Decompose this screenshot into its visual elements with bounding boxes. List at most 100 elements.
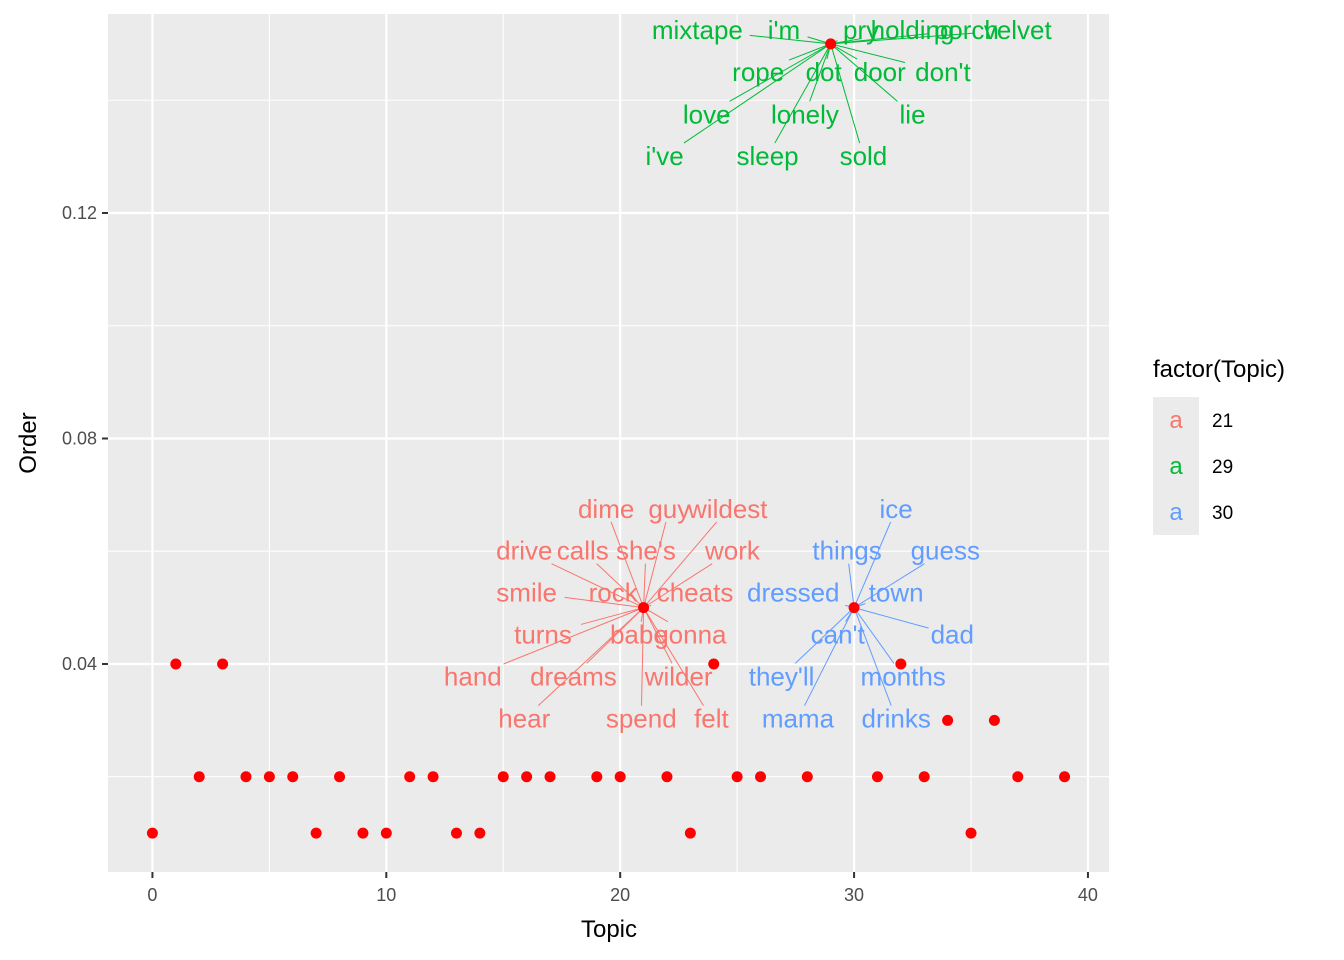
word-label-21: dime	[578, 494, 634, 524]
legend-label-30: 30	[1212, 503, 1233, 524]
data-point	[1012, 771, 1024, 783]
y-axis-ticks: 0.04 0.08 0.12	[62, 203, 108, 674]
word-label-21: hear	[498, 704, 550, 734]
major-gridlines	[108, 14, 1109, 872]
data-point	[708, 658, 720, 670]
x-tick-label: 20	[610, 885, 630, 905]
y-tick-label: 0.12	[62, 203, 97, 223]
legend: factor(Topic) a a a 21 29 30	[1153, 356, 1285, 535]
data-point	[334, 771, 346, 783]
word-label-30: things	[812, 536, 881, 566]
leader-line-21	[643, 563, 646, 608]
x-tick-label: 30	[844, 885, 864, 905]
data-point	[942, 714, 954, 726]
leader-line-21	[641, 607, 645, 706]
leader-line-30	[853, 607, 895, 664]
word-label-21: wildest	[687, 494, 768, 524]
leader-line-21	[643, 563, 713, 609]
leader-line-21	[564, 596, 644, 609]
leader-line-21	[643, 521, 667, 608]
leader-line-29	[729, 43, 831, 102]
x-tick-label: 40	[1078, 885, 1098, 905]
data-point	[614, 771, 626, 783]
word-label-30: ice	[880, 494, 913, 524]
word-label-21: cheats	[657, 577, 734, 607]
leader-line-30	[853, 563, 925, 609]
data-point	[240, 771, 252, 783]
leader-line-29	[788, 43, 831, 61]
word-label-29: porch	[934, 15, 999, 45]
data-point	[544, 771, 556, 783]
leader-line-21	[596, 563, 644, 608]
data-point	[731, 771, 743, 783]
word-label-29: holding	[871, 15, 955, 45]
legend-key-glyph-21: a	[1169, 407, 1183, 434]
legend-key-glyph-30: a	[1169, 499, 1183, 526]
data-point	[1059, 771, 1071, 783]
word-label-29: i've	[646, 141, 684, 171]
data-point	[263, 771, 275, 783]
data-point	[591, 771, 603, 783]
word-label-21: hand	[444, 661, 502, 691]
leader-line-21	[643, 607, 673, 664]
word-label-29: lie	[900, 99, 926, 129]
leader-line-29	[774, 43, 832, 144]
leader-line-29	[809, 43, 832, 102]
word-label-21: smile	[496, 577, 557, 607]
word-label-29: rope	[732, 57, 784, 87]
word-label-29: mixtape	[652, 15, 743, 45]
leader-line-30	[848, 563, 855, 608]
legend-key-bg-30	[1153, 489, 1199, 535]
word-label-30: guess	[911, 536, 980, 566]
word-label-30: town	[869, 577, 924, 607]
x-axis-title: Topic	[581, 916, 637, 943]
word-label-21: drive	[496, 536, 552, 566]
data-point	[918, 771, 930, 783]
data-point	[427, 771, 439, 783]
data-point	[170, 658, 182, 670]
data-point	[380, 827, 392, 839]
word-label-30: they'll	[749, 661, 815, 691]
word-label-21: felt	[694, 704, 729, 734]
legend-key-bg-29	[1153, 443, 1199, 489]
legend-key-glyph-29: a	[1169, 453, 1183, 480]
legend-title: factor(Topic)	[1153, 356, 1285, 383]
word-label-21: work	[704, 536, 761, 566]
word-label-29: pry	[843, 15, 879, 45]
x-tick-label: 10	[376, 885, 396, 905]
data-point	[661, 771, 673, 783]
leader-line-21	[643, 521, 718, 608]
leader-line-30	[794, 607, 855, 664]
leader-line-21	[643, 607, 704, 706]
word-label-21: spend	[606, 704, 677, 734]
word-label-30: dad	[931, 620, 974, 650]
data-point	[146, 827, 158, 839]
word-label-29: lonely	[771, 99, 839, 129]
leader-line-21	[503, 607, 644, 665]
word-label-30: mama	[762, 704, 835, 734]
word-label-30: dressed	[747, 577, 840, 607]
word-label-21: guy	[648, 494, 690, 524]
leader-line-21	[551, 563, 644, 609]
data-point	[848, 602, 860, 614]
leader-line-30	[804, 607, 855, 706]
leader-line-21	[580, 607, 644, 625]
word-label-21: turns	[514, 620, 572, 650]
plot-panel	[108, 14, 1109, 872]
data-point	[521, 771, 533, 783]
data-point	[755, 771, 767, 783]
data-point	[801, 771, 813, 783]
data-point	[474, 827, 486, 839]
word-label-29: i'm	[768, 15, 800, 45]
leader-line-29	[683, 43, 831, 144]
word-label-21: wilder	[644, 661, 713, 691]
legend-label-29: 29	[1212, 457, 1233, 478]
data-point	[217, 658, 229, 670]
word-label-21: calls	[557, 536, 609, 566]
leader-line-29	[830, 43, 898, 102]
data-point	[404, 771, 416, 783]
data-point	[287, 771, 299, 783]
data-point	[450, 827, 462, 839]
